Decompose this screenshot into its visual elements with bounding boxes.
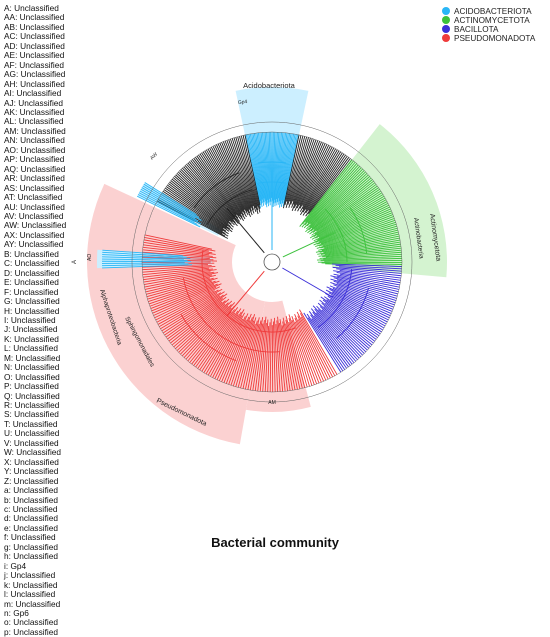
key-item: k: Unclassified xyxy=(4,581,124,590)
leaf-label-aw: AW xyxy=(149,151,159,161)
key-item: m: Unclassified xyxy=(4,600,124,609)
key-item: n: Gp6 xyxy=(4,609,124,618)
key-item: i: Gp4 xyxy=(4,562,124,571)
key-item: o: Unclassified xyxy=(4,618,124,627)
leaf-label-am: AM xyxy=(268,400,276,406)
leaf-label-ao: AO xyxy=(87,254,93,261)
clade-label-acidobacteriota: Acidobacteriota xyxy=(243,81,296,90)
leaf-label-gp4: Gp4 xyxy=(238,99,248,106)
leaf-label-a: A xyxy=(72,260,78,264)
cladogram: Acidobacteriota Actinomycetota Actinobac… xyxy=(0,0,550,530)
root-node xyxy=(264,254,280,270)
key-item: l: Unclassified xyxy=(4,590,124,599)
key-item: p: Unclassified xyxy=(4,628,124,637)
key-item: j: Unclassified xyxy=(4,571,124,580)
key-item: h: Unclassified xyxy=(4,552,124,561)
trunk-branch xyxy=(282,268,332,297)
figure-caption: Bacterial community xyxy=(0,535,550,550)
